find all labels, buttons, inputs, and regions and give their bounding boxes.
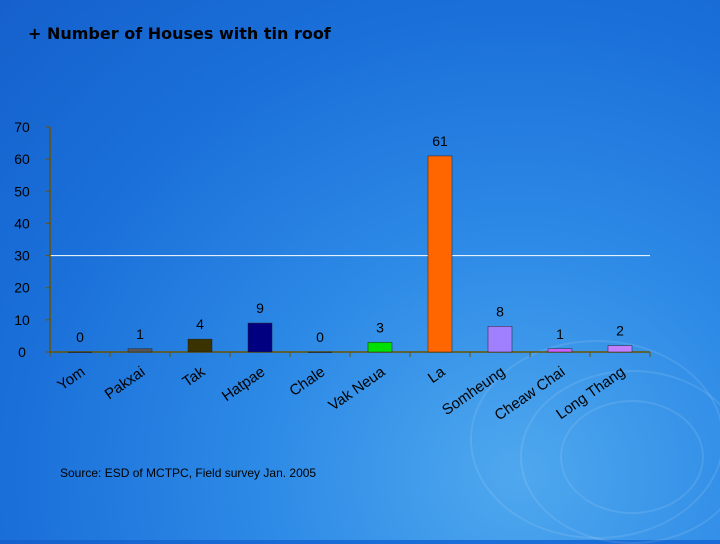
y-tick-label: 60	[14, 151, 30, 167]
data-label: 3	[376, 319, 384, 335]
y-tick-label: 0	[18, 344, 26, 360]
data-label: 61	[432, 133, 448, 149]
data-label: 0	[76, 329, 84, 345]
category-label: Hatpae	[219, 363, 268, 405]
source-note: Source: ESD of MCTPC, Field survey Jan. …	[60, 466, 317, 480]
data-label: 1	[556, 326, 564, 342]
bar	[187, 338, 213, 353]
category-label: Vak Neua	[325, 363, 388, 414]
data-label: 4	[196, 316, 204, 332]
bar	[307, 351, 333, 353]
slide-title: + Number of Houses with tin roof	[28, 24, 331, 43]
bar	[127, 348, 153, 353]
bar	[367, 342, 393, 353]
category-label: Chale	[286, 363, 328, 399]
bar	[607, 345, 633, 353]
background-ripple	[470, 340, 720, 539]
bars	[67, 155, 633, 353]
y-tick-label: 20	[14, 280, 30, 296]
data-label: 2	[616, 323, 624, 339]
category-label: Tak	[179, 363, 208, 391]
data-labels: 0 1 4 9 0 3 61 8 1 2	[76, 133, 624, 345]
data-label: 1	[136, 326, 144, 342]
y-tick-label: 10	[14, 312, 30, 328]
bar	[67, 351, 93, 353]
bar	[247, 322, 273, 353]
y-tick-label: 70	[14, 119, 30, 135]
data-label: 9	[256, 300, 264, 316]
category-label: Pakxai	[102, 363, 149, 403]
y-tick-label: 30	[14, 248, 30, 264]
category-label: La	[425, 363, 449, 387]
chart-axes	[49, 127, 651, 357]
category-label: Yom	[54, 363, 88, 394]
y-axis-ticks: 0 10 20 30 40 50 60 70	[14, 119, 50, 360]
data-label: 8	[496, 303, 504, 319]
bar	[487, 326, 513, 353]
y-tick-label: 50	[14, 183, 30, 199]
bar	[427, 155, 453, 353]
y-tick-label: 40	[14, 215, 30, 231]
data-label: 0	[316, 329, 324, 345]
bar	[547, 348, 573, 353]
